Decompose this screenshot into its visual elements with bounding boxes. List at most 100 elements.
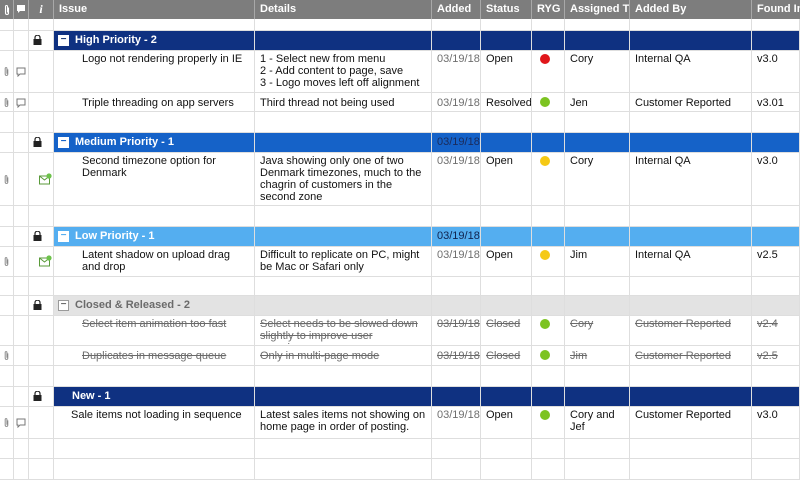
group-title-new[interactable]: New - 1 — [54, 387, 255, 406]
group-title-closed-released[interactable]: − Closed & Released - 2 — [54, 296, 255, 315]
group-row-new[interactable]: New - 1 — [0, 387, 800, 407]
paperclip-icon[interactable] — [3, 350, 10, 361]
assigned-to-cell[interactable]: Jen — [565, 93, 630, 111]
status-column-header[interactable]: Status — [481, 0, 532, 19]
paperclip-icon[interactable] — [3, 66, 10, 77]
paperclip-icon[interactable] — [3, 417, 10, 428]
empty-row[interactable] — [0, 459, 800, 480]
ryg-cell[interactable] — [532, 407, 565, 438]
details-cell[interactable]: Java showing only one of two Denmark tim… — [255, 153, 432, 205]
collapse-toggle-icon[interactable]: − — [58, 35, 69, 46]
status-cell[interactable]: Closed — [481, 316, 532, 345]
added-by-cell[interactable]: Customer Reported — [630, 407, 752, 438]
status-cell[interactable]: Open — [481, 407, 532, 438]
added-by-cell[interactable]: Internal QA — [630, 51, 752, 92]
status-cell[interactable]: Open — [481, 51, 532, 92]
assigned-to-cell[interactable]: Cory — [565, 316, 630, 345]
paperclip-icon[interactable] — [3, 174, 10, 185]
empty-row[interactable] — [0, 112, 800, 133]
details-cell[interactable]: Select needs to be slowed down slightly … — [255, 316, 432, 345]
comment-icon[interactable] — [16, 418, 26, 428]
status-cell[interactable]: Open — [481, 247, 532, 276]
assigned-to-cell[interactable]: Cory and Jef — [565, 407, 630, 438]
email-notification-icon[interactable] — [39, 255, 52, 267]
table-row[interactable]: Triple threading on app servers Third th… — [0, 93, 800, 112]
ryg-cell[interactable] — [532, 247, 565, 276]
added-by-cell[interactable]: Internal QA — [630, 153, 752, 205]
added-column-header[interactable]: Added — [432, 0, 481, 19]
ryg-cell[interactable] — [532, 153, 565, 205]
ryg-cell[interactable] — [532, 51, 565, 92]
found-in-cell[interactable]: v3.0 — [752, 51, 800, 92]
found-in-cell[interactable]: v2.4 — [752, 316, 800, 345]
added-cell[interactable]: 03/19/18 — [432, 407, 481, 438]
empty-row[interactable] — [0, 439, 800, 459]
ryg-cell[interactable] — [532, 93, 565, 111]
group-row-medium-priority[interactable]: − Medium Priority - 1 03/19/18 — [0, 133, 800, 153]
paperclip-icon[interactable] — [3, 256, 10, 267]
details-column-header[interactable]: Details — [255, 0, 432, 19]
table-row[interactable]: Duplicates in message queue Only in mult… — [0, 346, 800, 366]
details-cell[interactable]: Only in multi-page mode — [255, 346, 432, 365]
group-title-low-priority[interactable]: − Low Priority - 1 — [54, 227, 255, 246]
empty-row[interactable] — [0, 206, 800, 227]
assigned-to-cell[interactable]: Jim — [565, 247, 630, 276]
comments-column-header[interactable] — [14, 0, 29, 19]
details-cell[interactable]: 1 - Select new from menu 2 - Add content… — [255, 51, 432, 92]
status-cell[interactable]: Closed — [481, 346, 532, 365]
found-in-cell[interactable]: v2.5 — [752, 346, 800, 365]
added-by-cell[interactable]: Customer Reported — [630, 316, 752, 345]
table-row[interactable]: Sale items not loading in sequence Lates… — [0, 407, 800, 439]
empty-row[interactable] — [0, 19, 800, 31]
issue-cell[interactable]: Triple threading on app servers — [54, 93, 255, 111]
empty-row[interactable] — [0, 277, 800, 296]
assigned-to-column-header[interactable]: Assigned To — [565, 0, 630, 19]
collapse-toggle-icon[interactable]: − — [58, 137, 69, 148]
added-cell[interactable]: 03/19/18 — [432, 93, 481, 111]
issue-cell[interactable]: Sale items not loading in sequence — [54, 407, 255, 438]
assigned-to-cell[interactable]: Cory — [565, 153, 630, 205]
found-in-cell[interactable]: v3.0 — [752, 407, 800, 438]
comment-icon[interactable] — [16, 98, 26, 108]
added-cell[interactable]: 03/19/18 — [432, 51, 481, 92]
found-in-column-header[interactable]: Found In — [757, 3, 800, 15]
group-added-cell[interactable]: 03/19/18 — [432, 227, 481, 246]
group-title-high-priority[interactable]: − High Priority - 2 — [54, 31, 255, 50]
details-cell[interactable]: Difficult to replicate on PC, might be M… — [255, 247, 432, 276]
added-cell[interactable]: 03/19/18 — [432, 153, 481, 205]
found-in-cell[interactable]: v3.01 — [752, 93, 800, 111]
found-in-cell[interactable]: v2.5 — [752, 247, 800, 276]
added-cell[interactable]: 03/19/18 — [432, 346, 481, 365]
ryg-cell[interactable] — [532, 316, 565, 345]
group-row-low-priority[interactable]: − Low Priority - 1 03/19/18 — [0, 227, 800, 247]
info-column-header[interactable]: i — [29, 0, 54, 19]
email-notification-icon[interactable] — [39, 173, 52, 185]
collapse-toggle-icon[interactable]: − — [58, 231, 69, 242]
issue-column-header[interactable]: Issue — [54, 0, 255, 19]
assigned-to-cell[interactable]: Jim — [565, 346, 630, 365]
added-cell[interactable]: 03/19/18 — [432, 316, 481, 345]
ryg-cell[interactable] — [532, 346, 565, 365]
group-row-closed-released[interactable]: − Closed & Released - 2 — [0, 296, 800, 316]
group-row-high-priority[interactable]: − High Priority - 2 — [0, 31, 800, 51]
status-cell[interactable]: Resolved — [481, 93, 532, 111]
details-cell[interactable]: Latest sales items not showing on home p… — [255, 407, 432, 438]
assigned-to-cell[interactable]: Cory — [565, 51, 630, 92]
group-added-cell[interactable]: 03/19/18 — [432, 133, 481, 152]
empty-row[interactable] — [0, 366, 800, 387]
collapse-toggle-icon[interactable]: − — [58, 300, 69, 311]
attachments-column-header[interactable] — [0, 0, 14, 19]
comment-icon[interactable] — [16, 67, 26, 77]
added-by-cell[interactable]: Customer Reported — [630, 346, 752, 365]
issue-cell[interactable]: Select item animation too fast — [54, 316, 255, 345]
added-by-cell[interactable]: Customer Reported — [630, 93, 752, 111]
details-cell[interactable]: Third thread not being used — [255, 93, 432, 111]
table-row[interactable]: Logo not rendering properly in IE 1 - Se… — [0, 51, 800, 93]
ryg-column-header[interactable]: RYG — [532, 0, 565, 19]
issue-cell[interactable]: Duplicates in message queue — [54, 346, 255, 365]
added-by-column-header[interactable]: Added By — [630, 0, 752, 19]
issue-cell[interactable]: Latent shadow on upload drag and drop — [54, 247, 255, 276]
issue-cell[interactable]: Second timezone option for Denmark — [54, 153, 255, 205]
table-row[interactable]: Select item animation too fast Select ne… — [0, 316, 800, 346]
added-by-cell[interactable]: Internal QA — [630, 247, 752, 276]
